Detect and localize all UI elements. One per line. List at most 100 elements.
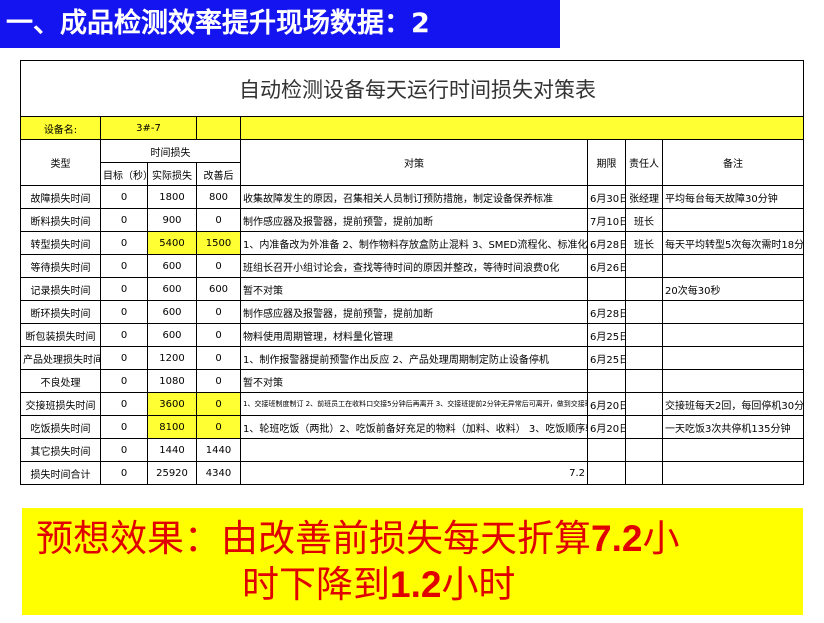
conclusion-text: 小	[642, 517, 680, 560]
cell: 1200	[147, 346, 197, 370]
cell	[662, 369, 804, 393]
table-row: 其它损失时间 0 1440 1440	[20, 438, 804, 462]
header: 备注	[662, 139, 804, 186]
table-row: 损失时间合计 0 25920 4340 7.2	[20, 461, 804, 485]
header: 类型	[20, 139, 101, 186]
cell: 0	[100, 300, 148, 324]
cell: 不良处理	[20, 369, 101, 393]
cell: 0	[100, 185, 148, 209]
table-row: 等待损失时间 0 600 0 班组长召开小组讨论会，查找等待时间的原因并整改，等待时间浪…	[20, 254, 804, 278]
cell: 断环损失时间	[20, 300, 101, 324]
header: 时间损失	[100, 139, 241, 163]
cell: 0	[100, 438, 148, 462]
cell: 交接班每天2回，每回停机30分钟	[662, 392, 804, 416]
cell	[587, 369, 626, 393]
cell: 制作感应器及报警器，提前预警，提前加断	[240, 208, 588, 232]
cell: 600	[147, 300, 197, 324]
cell: 转型损失时间	[20, 231, 101, 255]
cell: 收集故障发生的原因，召集相关人员制订预防措施，制定设备保养标准	[240, 185, 588, 209]
cell: 暂不对策	[240, 277, 588, 301]
table-row: 不良处理 0 1080 0 暂不对策	[20, 369, 804, 393]
cell	[587, 438, 626, 462]
cell: 600	[196, 277, 241, 301]
cell: 7.2	[240, 461, 588, 485]
header: 期限	[587, 139, 626, 186]
cell: 断包装损失时间	[20, 323, 101, 347]
cell: 0	[100, 392, 148, 416]
cell: 1500	[196, 231, 241, 255]
cell: 3600	[147, 392, 197, 416]
cell: 1080	[147, 369, 197, 393]
conclusion: 预想效果：由改善前损失每天折算7.2小 时下降到1.2小时	[22, 508, 803, 615]
cell: 600	[147, 277, 197, 301]
cell	[662, 438, 804, 462]
cell	[625, 300, 663, 324]
device-value: 3#-7	[100, 116, 197, 140]
cell: 6月28日	[587, 300, 626, 324]
cell	[625, 392, 663, 416]
cell: 600	[147, 323, 197, 347]
cell: 0	[196, 392, 241, 416]
cell: 0	[196, 369, 241, 393]
cell	[625, 369, 663, 393]
cell	[625, 323, 663, 347]
cell: 1、内准备改为外准备 2、制作物料存放盒防止混料 3、SMED流程化、标准化	[240, 231, 588, 255]
conclusion-text: 1.2	[390, 564, 442, 605]
cell: 0	[100, 254, 148, 278]
cell: 0	[100, 208, 148, 232]
cell: 班组长召开小组讨论会，查找等待时间的原因并整改，等待时间浪费0化	[240, 254, 588, 278]
table: 自动检测设备每天运行时间损失对策表 设备名: 3#-7 类型 时间损失 对策 期限 责任人…	[20, 60, 804, 485]
cell: 记录损失时间	[20, 277, 101, 301]
cell: 800	[196, 185, 241, 209]
table-row: 故障损失时间 0 1800 800 收集故障发生的原因，召集相关人员制订预防措施，制定设…	[20, 185, 804, 209]
cell: 产品处理损失时间	[20, 346, 101, 370]
cell: 6月28日	[587, 231, 626, 255]
table-row: 断环损失时间 0 600 0 制作感应器及报警器，提前预警，提前加断 6月28日	[20, 300, 804, 324]
cell: 0	[100, 346, 148, 370]
cell	[240, 438, 588, 462]
cell: 0	[100, 461, 148, 485]
cell	[662, 323, 804, 347]
cell	[625, 461, 663, 485]
cell: 班长	[625, 231, 663, 255]
table-row: 产品处理损失时间 0 1200 0 1、制作报警器提前预警作出反应 2、产品处理周期制定…	[20, 346, 804, 370]
cell: 物料使用周期管理，材料量化管理	[240, 323, 588, 347]
cell	[662, 461, 804, 485]
cell: 8100	[147, 415, 197, 439]
cell: 1、交接班制度制订 2、前班员工在收料口交接5分钟后再离开 3、交接班提前2分钟…	[240, 392, 588, 416]
cell: 25920	[147, 461, 197, 485]
cell: 1440	[196, 438, 241, 462]
cell: 断料损失时间	[20, 208, 101, 232]
cell: 吃饭损失时间	[20, 415, 101, 439]
cell: 6月26日	[587, 254, 626, 278]
cell: 平均每台每天故障30分钟	[662, 185, 804, 209]
header: 实际损失	[147, 162, 197, 186]
device-label: 设备名:	[20, 116, 101, 140]
cell: 0	[100, 277, 148, 301]
header: 目标（秒）	[100, 162, 148, 186]
conclusion-text: 7.2	[591, 518, 643, 559]
cell: 张经理	[625, 185, 663, 209]
cell: 6月20日	[587, 415, 626, 439]
table-row: 断包装损失时间 0 600 0 物料使用周期管理，材料量化管理 6月25日	[20, 323, 804, 347]
cell: 0	[196, 323, 241, 347]
conclusion-text: 小时	[441, 563, 516, 606]
table-row: 断料损失时间 0 900 0 制作感应器及报警器，提前预警，提前加断 7月10日 班长	[20, 208, 804, 232]
cell	[625, 438, 663, 462]
cell: 0	[196, 300, 241, 324]
cell: 7月10日	[587, 208, 626, 232]
cell: 600	[147, 254, 197, 278]
cell	[587, 461, 626, 485]
cell: 0	[100, 231, 148, 255]
cell: 4340	[196, 461, 241, 485]
table-title: 自动检测设备每天运行时间损失对策表	[20, 60, 804, 117]
cell: 0	[196, 254, 241, 278]
conclusion-text: 预想效果：由改善前损失每天折算	[36, 517, 591, 560]
cell: 20次每30秒	[662, 277, 804, 301]
cell: 0	[100, 369, 148, 393]
header: 责任人	[625, 139, 663, 186]
cell: 6月30日	[587, 185, 626, 209]
cell: 5400	[147, 231, 197, 255]
header: 对策	[240, 139, 588, 186]
cell: 6月20日	[587, 392, 626, 416]
